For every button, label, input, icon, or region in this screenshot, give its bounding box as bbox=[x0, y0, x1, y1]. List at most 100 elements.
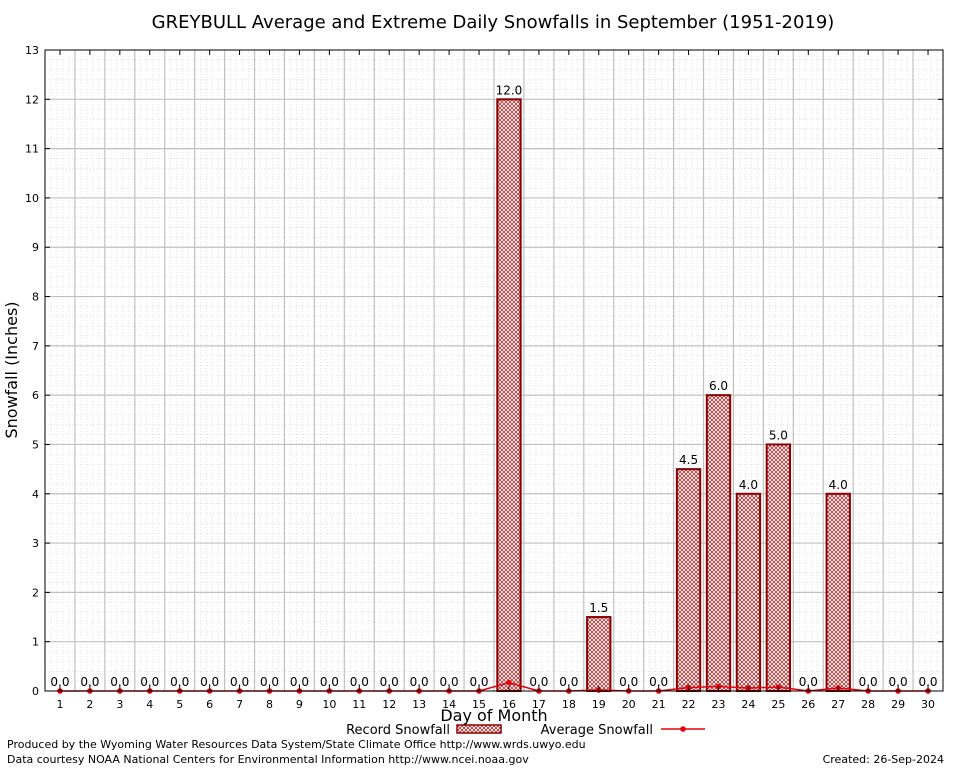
y-tick-label: 13 bbox=[25, 44, 39, 57]
legend: Record Snowfall Average Snowfall bbox=[346, 723, 705, 738]
data-label-day-21: 0.0 bbox=[649, 675, 668, 689]
x-tick-label: 24 bbox=[741, 698, 755, 711]
average-point-day-16 bbox=[506, 679, 512, 686]
x-tick-label: 6 bbox=[206, 698, 213, 711]
x-tick-label: 9 bbox=[296, 698, 303, 711]
data-label-day-3: 0.0 bbox=[110, 675, 129, 689]
x-tick-label: 22 bbox=[682, 698, 696, 711]
data-label-day-18: 0.0 bbox=[559, 675, 578, 689]
data-label-day-9: 0.0 bbox=[290, 675, 309, 689]
x-tick-label: 12 bbox=[382, 698, 396, 711]
bar-day-23 bbox=[705, 394, 732, 692]
x-tick-label: 5 bbox=[176, 698, 183, 711]
y-tick-label: 12 bbox=[25, 93, 39, 106]
y-tick-label: 5 bbox=[32, 438, 39, 451]
data-label-day-23: 6.0 bbox=[709, 379, 728, 393]
x-tick-label: 7 bbox=[236, 698, 243, 711]
credit-line-2: Data courtesy NOAA National Centers for … bbox=[7, 753, 529, 766]
data-label-day-8: 0.0 bbox=[260, 675, 279, 689]
x-tick-label: 18 bbox=[562, 698, 576, 711]
data-label-day-13: 0.0 bbox=[410, 675, 429, 689]
x-tick-label: 11 bbox=[352, 698, 366, 711]
x-tick-label: 25 bbox=[771, 698, 785, 711]
data-label-day-24: 4.0 bbox=[739, 478, 758, 492]
x-ticks: 1 2 3 4 5 6 7 8 9 10 11 12 13 14 15 16 17 18 19 20 21 22 23 24 2… bbox=[56, 50, 935, 711]
bar-day-24 bbox=[735, 492, 762, 692]
x-tick-label: 8 bbox=[266, 698, 273, 711]
x-tick-label: 15 bbox=[472, 698, 486, 711]
y-tick-label: 4 bbox=[32, 488, 39, 501]
x-tick-label: 20 bbox=[622, 698, 636, 711]
data-label-day-29: 0.0 bbox=[889, 675, 908, 689]
x-tick-label: 28 bbox=[861, 698, 875, 711]
data-label-day-5: 0.0 bbox=[170, 675, 189, 689]
legend-record-swatch bbox=[456, 724, 502, 734]
data-label-day-6: 0.0 bbox=[200, 675, 219, 689]
y-tick-label: 6 bbox=[32, 389, 39, 402]
bars bbox=[496, 98, 851, 693]
x-tick-label: 4 bbox=[146, 698, 153, 711]
legend-average-marker bbox=[680, 726, 686, 732]
x-tick-label: 29 bbox=[891, 698, 905, 711]
data-label-day-19: 1.5 bbox=[589, 601, 608, 615]
legend-record-label: Record Snowfall bbox=[346, 723, 450, 738]
data-label-day-11: 0.0 bbox=[350, 675, 369, 689]
x-tick-label: 1 bbox=[56, 698, 63, 711]
data-label-day-7: 0.0 bbox=[230, 675, 249, 689]
x-tick-label: 16 bbox=[502, 698, 516, 711]
y-tick-label: 10 bbox=[25, 192, 39, 205]
data-label-day-30: 0.0 bbox=[918, 675, 937, 689]
chart-title: GREYBULL Average and Extreme Daily Snowf… bbox=[152, 12, 835, 33]
data-labels: 0.0 0.0 0.0 0.0 0.0 0.0 0.0 0.0 0.0 0.0 0.0 0.0 0.0 0… bbox=[50, 83, 937, 689]
data-label-day-27: 4.0 bbox=[829, 478, 848, 492]
plot-frame bbox=[44, 49, 944, 692]
data-label-day-22: 4.5 bbox=[679, 453, 698, 467]
data-label-day-14: 0.0 bbox=[440, 675, 459, 689]
y-tick-label: 2 bbox=[32, 586, 39, 599]
bar-day-25 bbox=[765, 443, 792, 693]
bar-day-22 bbox=[675, 468, 702, 692]
data-label-day-20: 0.0 bbox=[619, 675, 638, 689]
data-label-day-26: 0.0 bbox=[799, 675, 818, 689]
y-tick-label: 1 bbox=[32, 636, 39, 649]
data-label-day-2: 0.0 bbox=[80, 675, 99, 689]
x-tick-label: 21 bbox=[652, 698, 666, 711]
credit-line-1: Produced by the Wyoming Water Resources … bbox=[7, 738, 586, 751]
data-label-day-15: 0.0 bbox=[469, 675, 488, 689]
data-label-day-25: 5.0 bbox=[769, 428, 788, 442]
y-tick-label: 7 bbox=[32, 340, 39, 353]
legend-average-label: Average Snowfall bbox=[541, 723, 653, 738]
data-label-day-4: 0.0 bbox=[140, 675, 159, 689]
x-tick-label: 10 bbox=[322, 698, 336, 711]
y-tick-label: 3 bbox=[32, 537, 39, 550]
x-tick-label: 19 bbox=[592, 698, 606, 711]
x-tick-label: 30 bbox=[921, 698, 935, 711]
y-tick-label: 11 bbox=[25, 143, 39, 156]
bar-day-27 bbox=[825, 492, 851, 692]
data-label-day-10: 0.0 bbox=[320, 675, 339, 689]
data-label-day-16: 12.0 bbox=[496, 83, 523, 97]
x-tick-label: 13 bbox=[412, 698, 426, 711]
x-tick-label: 3 bbox=[116, 698, 123, 711]
y-tick-label: 0 bbox=[32, 685, 39, 698]
x-tick-label: 26 bbox=[801, 698, 815, 711]
data-label-day-1: 0.0 bbox=[50, 675, 69, 689]
bar-day-16 bbox=[496, 98, 522, 693]
y-tick-label: 8 bbox=[32, 291, 39, 304]
data-label-day-17: 0.0 bbox=[529, 675, 548, 689]
x-tick-label: 2 bbox=[86, 698, 93, 711]
data-label-day-28: 0.0 bbox=[859, 675, 878, 689]
data-label-day-12: 0.0 bbox=[380, 675, 399, 689]
x-tick-label: 17 bbox=[532, 698, 546, 711]
x-tick-label: 27 bbox=[831, 698, 845, 711]
x-tick-label: 23 bbox=[712, 698, 726, 711]
bar-day-19 bbox=[586, 616, 612, 692]
x-tick-label: 14 bbox=[442, 698, 456, 711]
created-date: Created: 26-Sep-2024 bbox=[822, 753, 944, 766]
y-axis-label: Snowfall (Inches) bbox=[2, 301, 21, 438]
y-tick-label: 9 bbox=[32, 241, 39, 254]
x-axis-label: Day of Month bbox=[440, 706, 547, 725]
grid bbox=[45, 50, 943, 691]
